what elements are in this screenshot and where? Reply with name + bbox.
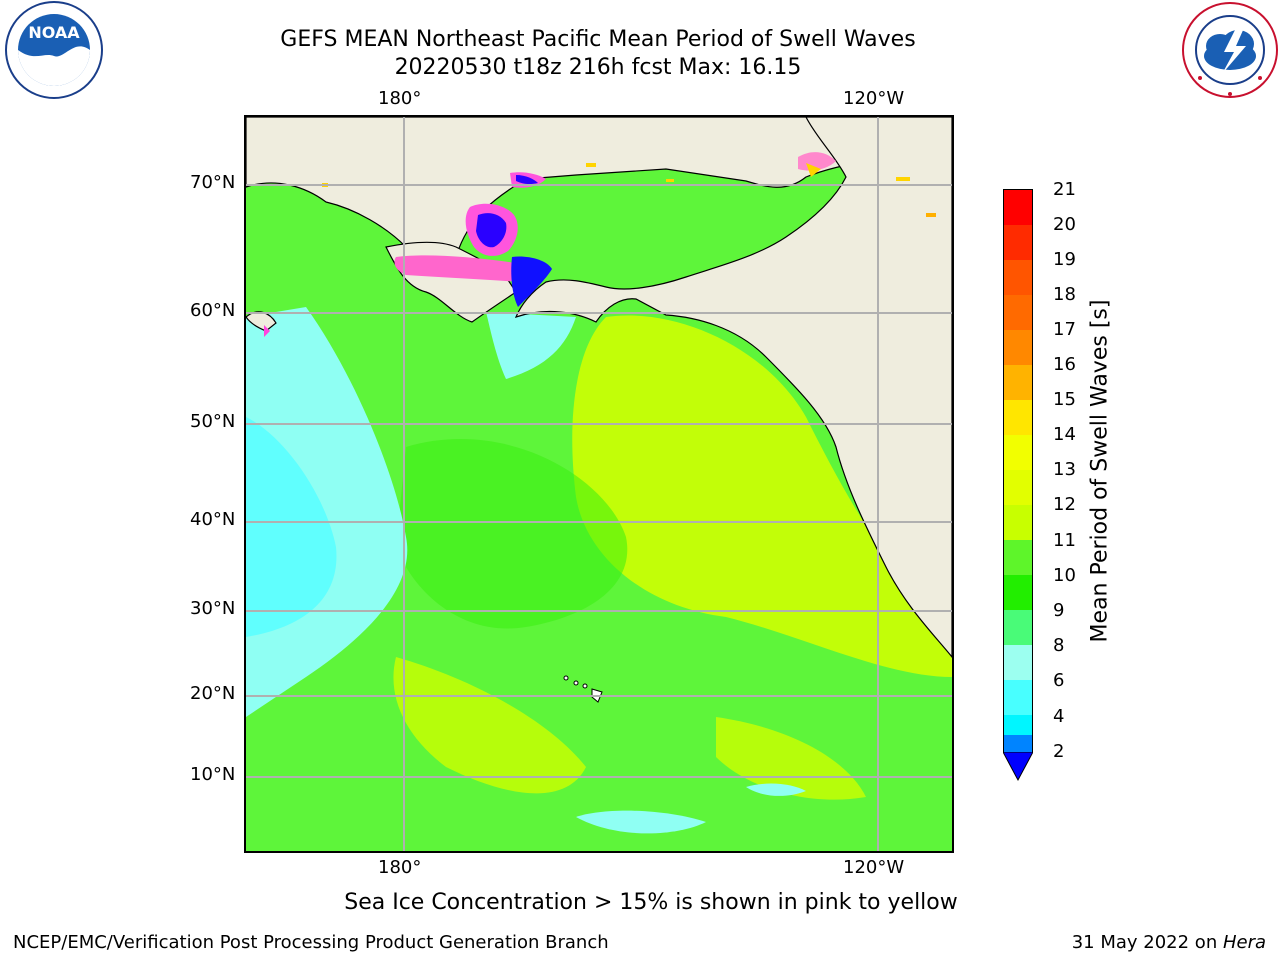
colorbar-title: Mean Period of Swell Waves [s] — [1087, 299, 1113, 643]
colorbar-bin-2-4a — [1004, 715, 1032, 735]
top-tick-180: 180° — [378, 88, 422, 109]
footer-machine: Hera — [1222, 932, 1266, 953]
nws-logo — [1180, 0, 1280, 100]
map-canvas — [246, 117, 952, 851]
map-panel — [244, 115, 954, 853]
colorbar-bin-2-4b — [1004, 735, 1032, 754]
map-title: GEFS MEAN Northeast Pacific Mean Period … — [280, 27, 916, 52]
colorbar-bin-19-20 — [1004, 225, 1032, 260]
colorbar-tick-15: 15 — [1053, 389, 1076, 410]
colorbar-bin-14-15 — [1004, 400, 1032, 435]
footer-date-text: 31 May 2022 on — [1071, 932, 1223, 953]
colorbar-tick-14: 14 — [1053, 424, 1076, 445]
colorbar-bin-10-11 — [1004, 540, 1032, 575]
lat-tick-70n: 70°N — [190, 172, 236, 193]
colorbar-tick-12: 12 — [1053, 494, 1076, 515]
colorbar-bin-13-14 — [1004, 435, 1032, 470]
colorbar-bin-18-19 — [1004, 260, 1032, 295]
colorbar-tick-13: 13 — [1053, 459, 1076, 480]
lat-tick-60n: 60°N — [190, 300, 236, 321]
colorbar-tick-18: 18 — [1053, 284, 1076, 305]
colorbar-bin-12-13 — [1004, 470, 1032, 505]
graticule — [246, 117, 952, 851]
bottom-tick-180: 180° — [378, 857, 422, 878]
colorbar-tick-4: 4 — [1053, 706, 1065, 727]
colorbar-tick-20: 20 — [1053, 214, 1076, 235]
footer-date: 31 May 2022 on Hera — [1072, 932, 1266, 953]
colorbar-tick-11: 11 — [1053, 530, 1076, 551]
colorbar-bin-9-10 — [1004, 575, 1032, 610]
colorbar-tick-6: 6 — [1053, 670, 1065, 691]
colorbar-extend-arrow — [1002, 751, 1034, 782]
colorbar-bin-20-21 — [1004, 190, 1032, 225]
colorbar-bin-8-9 — [1004, 610, 1032, 645]
lat-tick-10n: 10°N — [190, 764, 236, 785]
bottom-tick-120w: 120°W — [843, 857, 905, 878]
colorbar-bin-16-17 — [1004, 330, 1032, 365]
lat-tick-50n: 50°N — [190, 411, 236, 432]
colorbar-tick-2: 2 — [1053, 741, 1065, 762]
colorbar-tick-9: 9 — [1053, 600, 1065, 621]
colorbar-tick-8: 8 — [1053, 635, 1065, 656]
lat-tick-30n: 30°N — [190, 598, 236, 619]
colorbar-bin-11-12 — [1004, 505, 1032, 540]
colorbar-tick-19: 19 — [1053, 249, 1076, 270]
lat-tick-40n: 40°N — [190, 509, 236, 530]
colorbar-bin-17-18 — [1004, 295, 1032, 330]
sea-ice-note: Sea Ice Concentration > 15% is shown in … — [344, 890, 958, 915]
colorbar-tick-16: 16 — [1053, 354, 1076, 375]
noaa-logo-text: NOAA — [28, 23, 80, 42]
top-tick-120w: 120°W — [843, 88, 905, 109]
map-subtitle: 20220530 t18z 216h fcst Max: 16.15 — [394, 55, 802, 80]
noaa-logo: NOAA — [4, 0, 104, 100]
colorbar-bin-4-6 — [1004, 680, 1032, 715]
lat-tick-20n: 20°N — [190, 683, 236, 704]
colorbar-tick-10: 10 — [1053, 565, 1076, 586]
colorbar-tick-17: 17 — [1053, 319, 1076, 340]
colorbar-bin-15-16 — [1004, 365, 1032, 400]
colorbar-bin-6-8 — [1004, 645, 1032, 680]
colorbar-tick-21: 21 — [1053, 179, 1076, 200]
footer-credit: NCEP/EMC/Verification Post Processing Pr… — [13, 932, 609, 953]
colorbar — [1003, 189, 1033, 754]
